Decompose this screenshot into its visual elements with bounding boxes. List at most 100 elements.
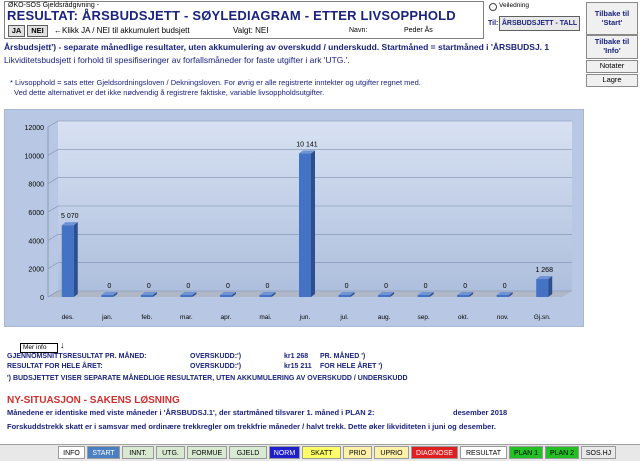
tab-formue[interactable]: FORMUE [187,446,227,459]
bar-top [259,292,276,295]
bar [101,295,114,297]
nei-button[interactable]: NEI [27,25,48,37]
page-title: RESULTAT: ÅRSBUDSJETT - SØYLEDIAGRAM - E… [7,8,456,23]
summary-row1-mid: OVERSKUDD:') [190,353,242,360]
gridline-diag [47,205,59,213]
bar-top [496,292,513,295]
data-label: 1 268 [535,267,553,274]
data-label: 0 [384,283,388,290]
bar [496,295,509,297]
x-tick-label: mar. [180,314,193,321]
bar-top [140,292,157,295]
til-label: Til: [488,20,499,27]
tab-resultat[interactable]: RESULTAT [460,446,507,459]
tab-info[interactable]: INFO [58,446,85,459]
bar [338,295,351,297]
data-label: 0 [107,283,111,290]
valgt-status: Valgt: NEI [233,26,269,35]
x-tick-label: apr. [221,314,232,321]
tab-innt[interactable]: INNT. [122,446,154,459]
bar-side [429,292,434,297]
bar [299,153,311,297]
veiledning-radio[interactable] [489,3,497,11]
klikk-instruction: ←Klikk JA / NEI til akkumulert budsjett [54,26,190,35]
bar-top [61,222,78,226]
gridline-diag [47,290,59,298]
notater-button[interactable]: Notater [586,60,638,73]
bar-side [390,292,395,297]
tab-prio[interactable]: PRIO [343,446,372,459]
lagre-button[interactable]: Lagre [586,74,638,87]
data-label: 5 070 [61,213,79,220]
gridline-diag [47,234,59,241]
x-tick-label: feb. [141,314,152,321]
y-tick-label: 2000 [28,267,44,274]
x-tick-label: jun. [299,314,311,321]
tab-sos-hj[interactable]: SOS.HJ [581,446,616,459]
ny-situasjon-date: desember 2018 [453,408,508,417]
mer-info-button[interactable]: Mer info [20,343,58,353]
data-label: 0 [345,283,349,290]
app-name: ØKO-SOS Gjeldsrådgivning - [8,2,100,9]
y-tick-label: 0 [40,295,44,302]
bar-top [378,292,395,295]
intro-line-1: Årsbudsjett') - separate månedlige resul… [4,42,550,52]
ny-situasjon-line-2: Forskuddstrekk skatt er i samsvar med or… [7,422,496,431]
data-label: 0 [266,283,270,290]
bar-top [219,292,236,295]
bar [536,279,549,297]
tab-norm[interactable]: NORM [269,446,300,459]
tab-diagnose[interactable]: DIAGNOSE [411,446,458,459]
tab-gjeld[interactable]: GJELD [229,446,267,459]
tab-skatt[interactable]: SKATT [302,446,341,459]
bar [180,295,193,297]
data-label: 0 [463,283,467,290]
tab-plan-2[interactable]: PLAN 2 [545,446,579,459]
bar-side [508,292,513,297]
veiledning-label: Veiledning [499,2,529,9]
tab-uprio[interactable]: UPRIO [374,446,409,459]
bar-side [113,292,118,297]
tab-start[interactable]: START [87,446,120,459]
tilbake-start-button[interactable]: Tilbake til 'Start' [586,2,638,35]
x-tick-label: jan. [101,314,113,321]
bar-top [180,292,197,295]
ja-button[interactable]: JA [8,25,25,37]
navn-label: Navn: [349,27,368,34]
x-tick-label: des. [62,314,74,321]
summary-row2-label: RESULTAT FOR HELE ÅRET: [7,363,103,370]
summary-row2-suffix: FOR HELE ÅRET ') [320,363,383,370]
y-tick-label: 12000 [25,125,45,132]
tilbake-info-button[interactable]: Tilbake til 'Info' [586,35,638,59]
bar-top [417,292,434,295]
bar-side [231,292,236,297]
summary-row1-label: GJENNOMSNITTSRESULTAT PR. MÅNED: [7,353,147,360]
bar [219,295,232,297]
bar-top [536,276,553,280]
summary-row2-amount: kr15 211 [284,363,312,370]
data-label: 0 [226,283,230,290]
x-tick-label: mai. [259,314,271,321]
bar [457,295,470,297]
summary-row1-suffix: PR. MÅNED ') [320,353,366,360]
ny-situasjon-title: NY-SITUASJON - SAKENS LØSNING [7,395,180,406]
data-label: 10 141 [296,141,318,148]
data-label: 0 [186,283,190,290]
x-tick-label: okt. [458,314,469,321]
bar-side [192,292,197,297]
gridline-diag [47,149,59,156]
arsbudsjett-tall-button[interactable]: ÅRSBUDSJETT - TALL [499,16,580,31]
bar-side [548,276,553,297]
intro-line-3: * Livsopphold = sats etter Gjeldsordning… [10,78,421,87]
tab-plan-1[interactable]: PLAN 1 [509,446,543,459]
bar [417,295,430,297]
bar-side [350,292,355,297]
tab-utg[interactable]: UTG. [156,446,185,459]
summary-row1-amount: kr1 268 [284,353,309,360]
x-tick-label: jul. [339,314,349,321]
data-label: 0 [503,283,507,290]
bar [140,295,153,297]
y-tick-label: 8000 [28,182,44,189]
ny-situasjon-line-1: Månedene er identiske med viste måneder … [7,408,375,417]
